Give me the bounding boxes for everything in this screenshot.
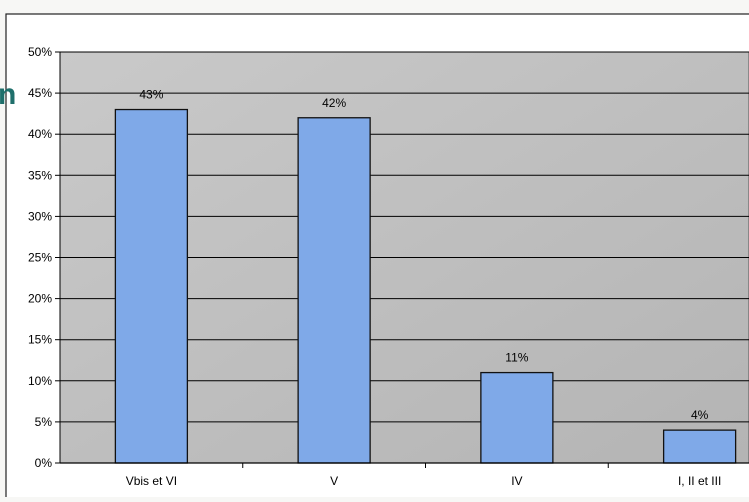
data-label: 4% (691, 408, 709, 422)
x-tick-label: V (330, 474, 338, 488)
y-tick-label: 5% (35, 415, 53, 429)
data-label: 43% (139, 88, 163, 102)
x-axis: Vbis et VI V IV I, II et III (60, 462, 749, 488)
y-tick-label: 25% (28, 251, 52, 265)
y-tick-label: 35% (28, 168, 52, 182)
bars (114, 108, 737, 464)
y-tick-label: 0% (35, 456, 53, 470)
y-tick-label: 40% (28, 127, 52, 141)
y-tick-label: 15% (28, 333, 52, 347)
y-tick-label: 10% (28, 374, 52, 388)
bar (297, 117, 371, 464)
y-tick-label: 30% (28, 209, 52, 223)
cropped-heading-fragment: n (0, 78, 16, 111)
bar (480, 371, 554, 464)
y-tick-label: 45% (28, 86, 52, 100)
y-axis: 0% 5% 10% 15% 20% 25% 30% 35% 40% 45% 50% (28, 45, 61, 470)
x-tick-label: IV (511, 474, 522, 488)
data-label: 42% (322, 96, 346, 110)
x-tick-label: Vbis et VI (126, 474, 177, 488)
bar (114, 108, 189, 464)
y-tick-label: 50% (28, 45, 52, 59)
x-tick-label: I, II et III (678, 474, 721, 488)
bar (662, 429, 737, 464)
data-labels: 43% 42% 11% 4% (139, 88, 708, 423)
y-tick-label: 20% (28, 292, 52, 306)
data-label: 11% (505, 351, 528, 365)
